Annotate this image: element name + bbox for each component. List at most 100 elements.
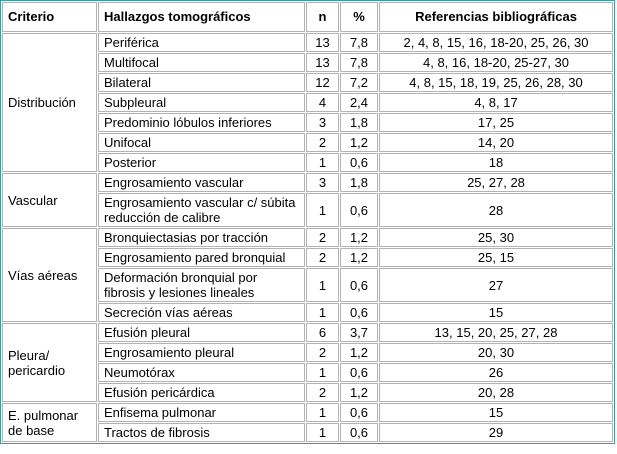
pct-cell: 7,8 — [340, 33, 378, 52]
criterio-cell: Pleura/ pericardio — [2, 323, 97, 402]
n-cell: 1 — [306, 403, 339, 422]
pct-cell: 3,7 — [340, 323, 378, 342]
table-body: Distribución Periférica 13 7,8 2, 4, 8, 15, … — [2, 33, 613, 442]
finding-cell: Multifocal — [98, 53, 305, 72]
finding-cell: Bronquiectasias por tracción — [98, 228, 305, 247]
table-row: Tractos de fibrosis 1 0,6 29 — [2, 423, 613, 442]
finding-cell: Tractos de fibrosis — [98, 423, 305, 442]
finding-cell: Unifocal — [98, 133, 305, 152]
refs-cell: 25, 30 — [379, 228, 613, 247]
n-cell: 2 — [306, 343, 339, 362]
refs-cell: 4, 8, 17 — [379, 93, 613, 112]
table-row: Subpleural 4 2,4 4, 8, 17 — [2, 93, 613, 112]
refs-cell: 4, 8, 16, 18-20, 25-27, 30 — [379, 53, 613, 72]
table-row: Vías aéreas Bronquiectasias por tracción 2… — [2, 228, 613, 322]
refs-cell: 15 — [379, 403, 613, 422]
finding-cell: Secreción vías aéreas — [98, 303, 305, 322]
table-row: Engrosamiento pared bronquial 2 1,2 25, 15 — [2, 248, 613, 267]
n-cell: 1 — [306, 423, 339, 442]
n-cell: 12 — [306, 73, 339, 92]
n-cell: 2 — [306, 133, 339, 152]
table-row: Distribución Periférica 13 7,8 2, 4, 8, 15, … — [2, 33, 613, 172]
table-row: Deformación bronquial por fibrosis y les… — [2, 268, 613, 302]
finding-cell: Engrosamiento pared bronquial — [98, 248, 305, 267]
finding-cell: Engrosamiento vascular — [98, 173, 305, 192]
table-row: Predominio lóbulos inferiores 3 1,8 17, 25 — [2, 113, 613, 132]
table-row: Pleura/ pericardio Efusión pleural 6 3,7 13,… — [2, 323, 613, 402]
n-cell: 4 — [306, 93, 339, 112]
finding-cell: Periférica — [98, 33, 305, 52]
criterio-cell: Vascular — [2, 173, 97, 227]
pct-cell: 1,2 — [340, 343, 378, 362]
header-hallazgos: Hallazgos tomográficos — [98, 2, 305, 32]
table-row: Engrosamiento vascular c/ súbita reducci… — [2, 193, 613, 227]
finding-cell: Bilateral — [98, 73, 305, 92]
header-criterio: Criterio — [2, 2, 97, 32]
finding-cell: Engrosamiento pleural — [98, 343, 305, 362]
criterio-cell: E. pulmonar de base — [2, 403, 97, 442]
pct-cell: 0,6 — [340, 268, 378, 302]
pct-cell: 7,8 — [340, 53, 378, 72]
finding-cell: Posterior — [98, 153, 305, 172]
refs-cell: 4, 8, 15, 18, 19, 25, 26, 28, 30 — [379, 73, 613, 92]
pct-cell: 0,6 — [340, 153, 378, 172]
tomographic-findings-table: Criterio Hallazgos tomográficos n % Refe… — [0, 0, 615, 444]
n-cell: 2 — [306, 383, 339, 402]
table-row: Secreción vías aéreas 1 0,6 15 — [2, 303, 613, 322]
finding-cell: Predominio lóbulos inferiores — [98, 113, 305, 132]
criterio-cell: Distribución — [2, 33, 97, 172]
refs-cell: 29 — [379, 423, 613, 442]
pct-cell: 2,4 — [340, 93, 378, 112]
pct-cell: 1,2 — [340, 383, 378, 402]
refs-cell: 20, 28 — [379, 383, 613, 402]
table-row: Multifocal 13 7,8 4, 8, 16, 18-20, 25-27, 3… — [2, 53, 613, 72]
pct-cell: 7,2 — [340, 73, 378, 92]
n-cell: 3 — [306, 173, 339, 192]
finding-cell: Efusión pleural — [98, 323, 305, 342]
header-n: n — [306, 2, 339, 32]
refs-cell: 13, 15, 20, 25, 27, 28 — [379, 323, 613, 342]
pct-cell: 1,2 — [340, 228, 378, 247]
pct-cell: 1,8 — [340, 113, 378, 132]
table-row: E. pulmonar de base Enfisema pulmonar 1 0,6… — [2, 403, 613, 442]
refs-cell: 25, 15 — [379, 248, 613, 267]
table-row: Neumotórax 1 0,6 26 — [2, 363, 613, 382]
finding-cell: Engrosamiento vascular c/ súbita reducci… — [98, 193, 305, 227]
finding-cell: Neumotórax — [98, 363, 305, 382]
table-row: Engrosamiento pleural 2 1,2 20, 30 — [2, 343, 613, 362]
pct-cell: 0,6 — [340, 363, 378, 382]
table-row: Efusión pericárdica 2 1,2 20, 28 — [2, 383, 613, 402]
finding-cell: Efusión pericárdica — [98, 383, 305, 402]
n-cell: 1 — [306, 363, 339, 382]
header-referencias: Referencias bibliográficas — [379, 2, 613, 32]
pct-cell: 1,8 — [340, 173, 378, 192]
refs-cell: 17, 25 — [379, 113, 613, 132]
pct-cell: 1,2 — [340, 133, 378, 152]
refs-cell: 27 — [379, 268, 613, 302]
n-cell: 2 — [306, 248, 339, 267]
pct-cell: 0,6 — [340, 423, 378, 442]
n-cell: 1 — [306, 268, 339, 302]
header-pct: % — [340, 2, 378, 32]
refs-cell: 28 — [379, 193, 613, 227]
n-cell: 3 — [306, 113, 339, 132]
n-cell: 13 — [306, 53, 339, 72]
pct-cell: 0,6 — [340, 193, 378, 227]
n-cell: 1 — [306, 303, 339, 322]
criterio-cell: Vías aéreas — [2, 228, 97, 322]
finding-cell: Subpleural — [98, 93, 305, 112]
refs-cell: 25, 27, 28 — [379, 173, 613, 192]
n-cell: 1 — [306, 153, 339, 172]
refs-cell: 2, 4, 8, 15, 16, 18-20, 25, 26, 30 — [379, 33, 613, 52]
n-cell: 13 — [306, 33, 339, 52]
refs-cell: 14, 20 — [379, 133, 613, 152]
table-row: Posterior 1 0,6 18 — [2, 153, 613, 172]
pct-cell: 0,6 — [340, 303, 378, 322]
finding-cell: Enfisema pulmonar — [98, 403, 305, 422]
n-cell: 2 — [306, 228, 339, 247]
refs-cell: 26 — [379, 363, 613, 382]
n-cell: 6 — [306, 323, 339, 342]
table-row: Vascular Engrosamiento vascular 3 1,8 25, 27… — [2, 173, 613, 227]
n-cell: 1 — [306, 193, 339, 227]
refs-cell: 18 — [379, 153, 613, 172]
